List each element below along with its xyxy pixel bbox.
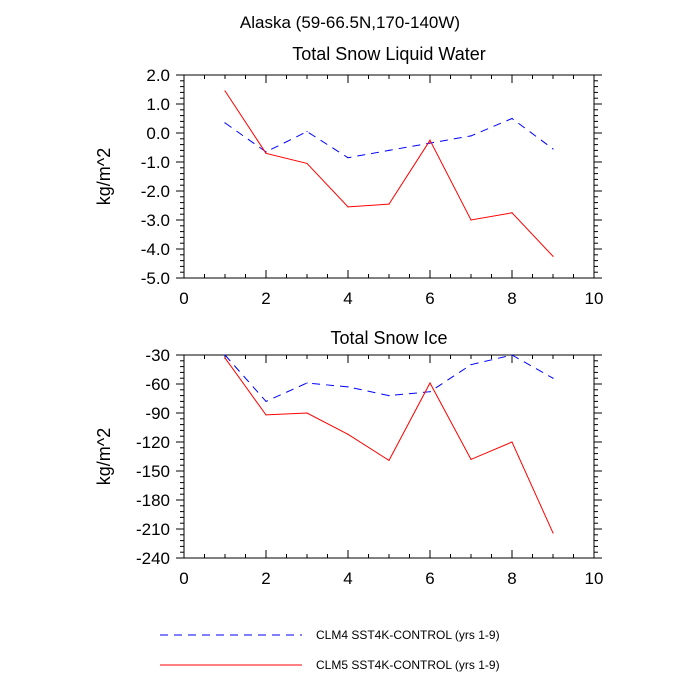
- x-tick-label: 4: [343, 569, 352, 588]
- data-point: [470, 219, 472, 221]
- y-tick-label: -210: [136, 520, 170, 539]
- panel-1: Total Snow Liquid Water 0 2 4 6 8 10 2.0 1.0 0.0 -…: [94, 44, 603, 308]
- y-tick-label: -4.0: [141, 240, 170, 259]
- series-points-clm5: [224, 357, 554, 534]
- series-line-clm5: [224, 90, 554, 257]
- data-point: [388, 459, 390, 461]
- series-points-clm4: [224, 117, 554, 159]
- series-points-clm4: [224, 354, 554, 402]
- y-axis-label: kg/m^2: [94, 428, 114, 485]
- data-point: [429, 139, 431, 141]
- data-point: [511, 117, 513, 120]
- y-axis-label: kg/m^2: [94, 148, 114, 205]
- panels: Total Snow Liquid Water 0 2 4 6 8 10 2.0 1.0 0.0 -…: [94, 44, 603, 588]
- x-tick-label: 10: [585, 289, 604, 308]
- series-line-clm4: [224, 117, 554, 159]
- panel-2: Total Snow Ice 0 2 4 6 8 10 -30 -60 -90 -120 -150 -1…: [94, 328, 603, 588]
- data-point: [470, 458, 472, 460]
- minor-ticks: [180, 74, 598, 279]
- data-point: [306, 130, 308, 133]
- y-tick-label: -2.0: [141, 182, 170, 201]
- x-tick-label: 0: [179, 289, 188, 308]
- panel-title: Total Snow Ice: [330, 328, 447, 348]
- data-point: [470, 135, 472, 137]
- data-point: [224, 122, 226, 124]
- series-points-clm5: [224, 90, 554, 257]
- minor-ticks: [180, 354, 598, 559]
- x-tick-label: 8: [507, 569, 516, 588]
- data-point: [224, 357, 226, 359]
- data-point: [511, 441, 513, 443]
- y-tick-label: -3.0: [141, 211, 170, 230]
- data-point: [552, 255, 554, 257]
- data-point: [511, 212, 513, 214]
- x-tick-label: 10: [585, 569, 604, 588]
- y-tick-label: 1.0: [146, 95, 170, 114]
- data-point: [429, 142, 431, 144]
- y-tick-label: -5.0: [141, 269, 170, 288]
- y-tick-label: -90: [145, 404, 170, 423]
- data-point: [265, 400, 267, 402]
- data-point: [347, 386, 349, 388]
- data-point: [388, 395, 390, 397]
- series-line-clm4: [224, 354, 554, 403]
- data-point: [429, 382, 431, 384]
- y-tick-label: -240: [136, 549, 170, 568]
- legend-item-clm5: CLM5 SST4K-CONTROL (yrs 1-9): [160, 658, 500, 672]
- x-tick-label: 2: [261, 289, 270, 308]
- legend-label: CLM4 SST4K-CONTROL (yrs 1-9): [316, 628, 500, 642]
- series-line-clm5: [224, 357, 554, 534]
- x-tick-label: 8: [507, 289, 516, 308]
- legend-item-clm4: CLM4 SST4K-CONTROL (yrs 1-9): [160, 628, 500, 642]
- y-tick-label: -150: [136, 462, 170, 481]
- data-point: [552, 148, 554, 150]
- data-point: [552, 377, 554, 379]
- legend-label: CLM5 SST4K-CONTROL (yrs 1-9): [316, 658, 500, 672]
- data-point: [511, 354, 513, 356]
- y-tick-label: -120: [136, 433, 170, 452]
- data-point: [470, 364, 472, 366]
- legend: CLM4 SST4K-CONTROL (yrs 1-9) CLM5 SST4K-C…: [160, 628, 500, 672]
- data-point: [347, 157, 349, 159]
- data-point: [306, 162, 308, 165]
- data-point: [388, 203, 390, 205]
- y-tick-label: 2.0: [146, 66, 170, 85]
- y-tick-label: -30: [145, 346, 170, 365]
- data-point: [265, 414, 267, 416]
- data-point: [388, 149, 390, 151]
- y-tick-label: -60: [145, 375, 170, 394]
- data-point: [306, 382, 308, 384]
- figure-title: Alaska (59-66.5N,170-140W): [240, 13, 460, 32]
- data-point: [347, 433, 349, 435]
- data-point: [347, 206, 349, 208]
- x-tick-label: 4: [343, 289, 352, 308]
- y-tick-label: -1.0: [141, 153, 170, 172]
- y-tick-label: -180: [136, 491, 170, 510]
- data-point: [265, 152, 267, 154]
- x-tick-label: 2: [261, 569, 270, 588]
- x-tick-label: 0: [179, 569, 188, 588]
- data-point: [224, 90, 226, 92]
- data-point: [429, 391, 431, 393]
- x-tick-label: 6: [425, 569, 434, 588]
- y-tick-label: 0.0: [146, 124, 170, 143]
- panel-title: Total Snow Liquid Water: [292, 44, 485, 64]
- data-point: [552, 532, 554, 534]
- x-tick-label: 6: [425, 289, 434, 308]
- data-point: [306, 412, 308, 414]
- data-point: [224, 354, 226, 356]
- plot-frame: [183, 74, 595, 279]
- plot-frame: [183, 354, 595, 559]
